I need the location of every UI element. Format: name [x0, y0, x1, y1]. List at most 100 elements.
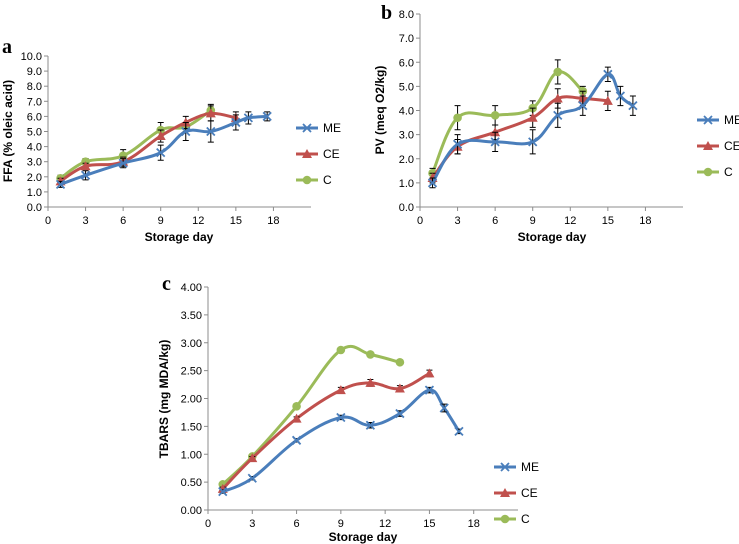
x-tick-label: 12	[192, 215, 204, 227]
legend-label: ME	[323, 121, 341, 135]
data-point	[55, 179, 66, 189]
data-point	[395, 408, 405, 419]
data-point	[553, 67, 563, 77]
y-tick-label: 3.00	[181, 338, 202, 350]
series-line-c	[431, 70, 584, 174]
x-tick-label: 15	[423, 518, 435, 530]
x-tick-label: 0	[45, 215, 51, 227]
data-point	[578, 101, 588, 111]
series-ce	[217, 368, 435, 493]
x-tick-label: 18	[468, 518, 480, 530]
data-point	[292, 402, 301, 411]
data-point	[452, 139, 463, 149]
x-axis-title: Storage day	[518, 230, 587, 244]
data-point	[118, 158, 128, 168]
y-tick-label: 0.0	[27, 202, 42, 214]
panel-a-chart: a 0.0 1.0 2.0 3.0 4.0 5.0 6.0 7.0 8.0 9.0 10.0 0 3 6 9 1…	[1, 36, 341, 244]
x-tick-label: 15	[230, 215, 242, 227]
x-tick-label: 6	[492, 215, 498, 227]
y-axis-title: FFA (% oleic acid)	[1, 80, 15, 182]
y-tick-label: 4.00	[181, 282, 202, 294]
y-tick-label: 1.0	[399, 178, 414, 190]
data-point	[394, 383, 405, 393]
y-tick-label: 4.0	[27, 142, 42, 154]
x-tick-label: 6	[120, 215, 126, 227]
series-me	[55, 111, 272, 189]
y-axis-title: TBARS (mg MDA/kg)	[157, 340, 171, 459]
y-tick-label: 7.0	[399, 33, 414, 45]
data-point	[628, 101, 638, 111]
x-tick-label: 3	[455, 215, 461, 227]
panel-label: c	[162, 273, 171, 295]
legend: ME CE C	[296, 121, 341, 187]
data-point	[262, 111, 272, 122]
data-point	[231, 117, 241, 128]
y-tick-label: 1.0	[27, 187, 42, 199]
data-point	[205, 108, 216, 118]
y-tick-label: 5.0	[399, 81, 414, 93]
legend-label: ME	[521, 460, 539, 474]
data-point	[490, 137, 500, 147]
y-tick-label: 3.0	[27, 157, 42, 169]
panel-b-chart: b 0.0 1.0 2.0 3.0 4.0 5.0 6.0 7.0 8.0 0 3 6 9 12 15 18 St…	[373, 2, 739, 244]
data-point	[490, 111, 500, 120]
legend-marker	[703, 167, 713, 177]
x-tick-label: 3	[249, 518, 255, 530]
x-tick-label: 9	[338, 518, 344, 530]
data-point	[80, 170, 91, 180]
data-point	[552, 93, 563, 103]
y-tick-label: 2.50	[181, 366, 202, 378]
y-tick-label: 1.00	[181, 449, 202, 461]
series-c	[56, 103, 216, 183]
legend-label: CE	[521, 486, 538, 500]
data-point	[365, 420, 376, 430]
data-point	[553, 110, 563, 120]
legend-marker	[703, 141, 713, 150]
data-point	[454, 426, 464, 437]
data-point	[424, 368, 435, 378]
legend-marker	[703, 115, 713, 125]
series-line-me	[431, 72, 634, 184]
legend-label: ME	[724, 113, 739, 127]
y-tick-label: 6.0	[27, 111, 42, 123]
x-tick-label: 0	[205, 518, 211, 530]
series-line-ce	[431, 95, 609, 180]
data-point	[118, 151, 128, 160]
legend-label: CE	[724, 139, 739, 153]
panel-label: a	[2, 36, 12, 58]
data-point	[395, 357, 405, 367]
y-tick-label: 0.50	[181, 477, 202, 489]
data-point	[243, 113, 254, 123]
x-tick-label: 12	[564, 215, 576, 227]
y-tick-label: 3.50	[181, 310, 202, 322]
data-point	[427, 178, 438, 188]
panel-label: b	[381, 2, 392, 24]
series-line-me	[222, 388, 461, 493]
y-tick-label: 0.0	[399, 202, 414, 214]
y-tick-label: 5.0	[27, 127, 42, 139]
y-tick-label: 2.0	[27, 172, 42, 184]
legend-marker	[302, 123, 312, 133]
y-axis-title: PV (meq O2/kg)	[373, 66, 387, 155]
series-me	[218, 385, 464, 497]
x-tick-label: 18	[639, 215, 651, 227]
data-point	[181, 126, 191, 137]
y-tick-label: 6.0	[399, 57, 414, 69]
data-point	[335, 385, 346, 395]
data-point	[156, 148, 166, 158]
x-tick-label: 12	[379, 518, 391, 530]
x-tick-label: 0	[417, 215, 423, 227]
x-tick-label: 15	[602, 215, 614, 227]
panel-c-chart: c 0.00 0.50 1.00 1.50 2.00 2.50 3.00 3.50 4.00 0 3 6…	[157, 273, 539, 544]
y-tick-label: 7.0	[27, 96, 42, 108]
x-tick-label: 6	[294, 518, 300, 530]
data-point	[336, 412, 346, 423]
y-tick-label: 1.50	[181, 421, 202, 433]
y-tick-label: 2.00	[181, 394, 202, 406]
y-tick-label: 3.0	[399, 130, 414, 142]
data-point	[218, 486, 228, 497]
y-tick-label: 8.0	[399, 9, 414, 21]
data-point	[206, 126, 216, 137]
legend-marker	[302, 149, 312, 158]
legend: ME CE C	[697, 113, 739, 179]
